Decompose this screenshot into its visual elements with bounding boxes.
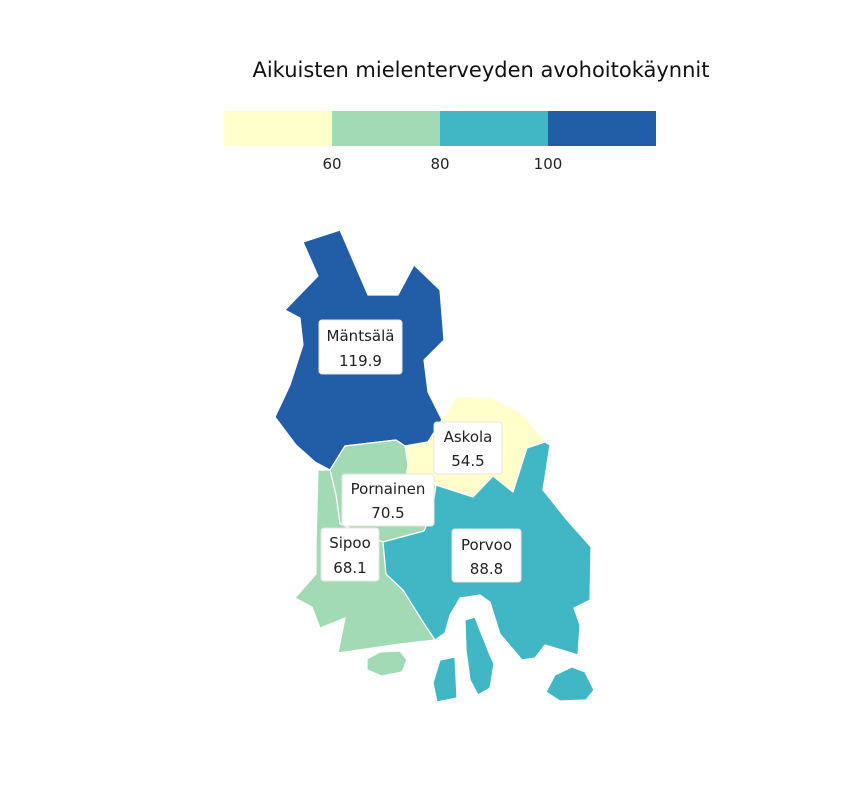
label-mantsala: Mäntsälä 119.9 — [318, 319, 403, 375]
region-porvoo-island-3[interactable] — [545, 666, 595, 702]
label-askola: Askola 54.5 — [433, 421, 503, 475]
label-value-mantsala: 119.9 — [339, 352, 382, 370]
region-porvoo-island-1[interactable] — [432, 656, 458, 703]
legend-tick-60: 60 — [322, 155, 341, 173]
label-value-askola: 54.5 — [451, 452, 484, 470]
region-sipoo-island[interactable] — [366, 650, 408, 677]
legend-swatch-2 — [440, 111, 548, 146]
label-box-askola — [433, 421, 503, 475]
legend-swatch-3 — [548, 111, 656, 146]
label-box-mantsala — [318, 319, 403, 375]
label-box-porvoo — [451, 528, 522, 583]
label-box-pornainen — [341, 473, 435, 527]
label-name-askola: Askola — [444, 428, 493, 446]
label-name-porvoo: Porvoo — [461, 536, 512, 554]
legend-swatch-1 — [332, 111, 440, 146]
legend-swatch-0 — [224, 111, 332, 146]
color-legend: 60 80 100 — [224, 111, 656, 173]
legend-tick-100: 100 — [534, 155, 563, 173]
label-name-pornainen: Pornainen — [351, 480, 426, 498]
map-labels: Mäntsälä 119.9 Askola 54.5 Pornainen 70.… — [318, 319, 522, 583]
label-sipoo: Sipoo 68.1 — [320, 527, 380, 582]
label-porvoo: Porvoo 88.8 — [451, 528, 522, 583]
label-value-porvoo: 88.8 — [470, 560, 503, 578]
label-name-sipoo: Sipoo — [329, 534, 371, 552]
label-pornainen: Pornainen 70.5 — [341, 473, 435, 527]
map-title: Aikuisten mielenterveyden avohoitokäynni… — [252, 58, 709, 82]
label-name-mantsala: Mäntsälä — [327, 327, 395, 345]
legend-tick-80: 80 — [430, 155, 449, 173]
label-value-sipoo: 68.1 — [333, 559, 366, 577]
label-value-pornainen: 70.5 — [371, 504, 404, 522]
region-porvoo-island-2[interactable] — [464, 616, 495, 696]
label-box-sipoo — [320, 527, 380, 582]
